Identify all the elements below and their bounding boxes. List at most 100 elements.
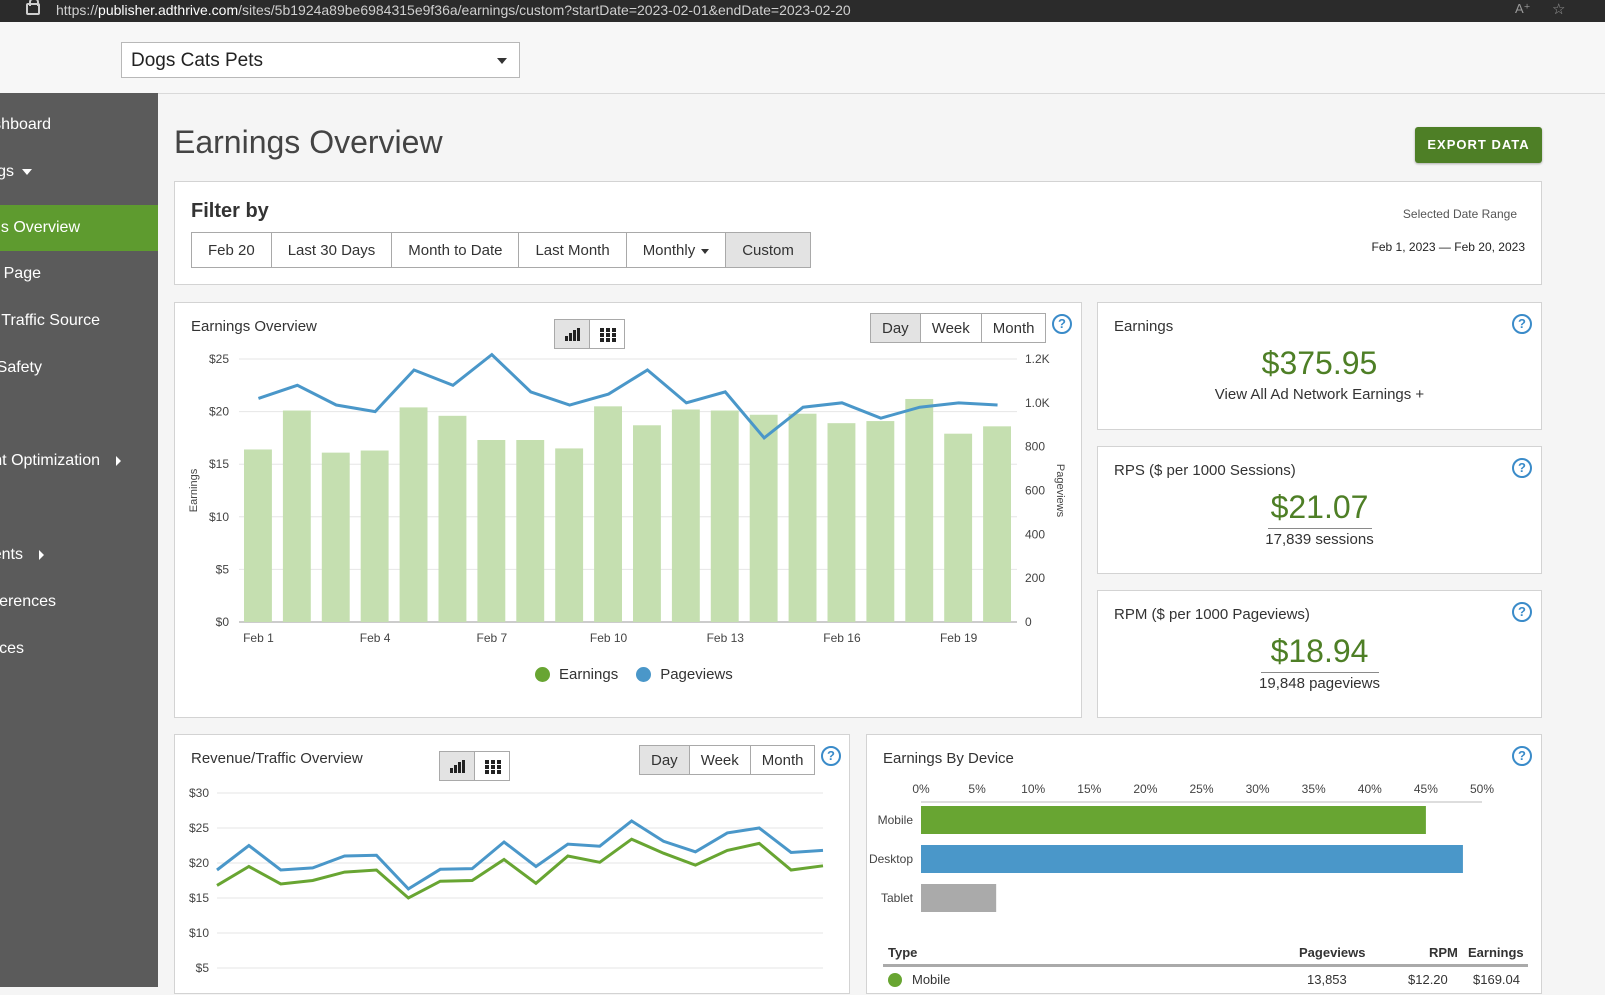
site-selector[interactable]: Dogs Cats Pets xyxy=(121,42,520,78)
filter-feb20-button[interactable]: Feb 20 xyxy=(191,232,272,268)
earnings-chart-card: Earnings Overview Day Week Month ? $0 $5 $… xyxy=(174,302,1082,718)
y-tick-label: $10 xyxy=(209,510,229,524)
sidebar-item-by-page[interactable]: y Page xyxy=(0,265,41,282)
period-month-button[interactable]: Month xyxy=(749,745,816,775)
sidebar-item-payments[interactable]: ents xyxy=(0,532,158,578)
revenue-period-toggle: Day Week Month xyxy=(639,745,816,775)
sidebar-item-by-traffic-source[interactable]: y Traffic Source xyxy=(0,312,100,329)
help-icon[interactable]: ? xyxy=(1512,746,1532,766)
pageviews-line xyxy=(257,352,998,440)
bar xyxy=(282,410,311,622)
earnings-chart-title: Earnings Overview xyxy=(191,318,317,335)
read-aloud-icon[interactable]: A⁺ xyxy=(1515,1,1531,16)
y-tick-label: $20 xyxy=(209,405,229,419)
bar xyxy=(516,440,545,622)
table-view-button[interactable] xyxy=(589,319,625,349)
series-line-green xyxy=(216,837,824,900)
category-label: Tablet xyxy=(881,891,914,905)
table-row[interactable]: Mobile 13,853 $12.20 $169.04 xyxy=(883,967,1528,991)
sidebar-item-content-optimization[interactable]: nt Optimization xyxy=(0,438,158,484)
bar xyxy=(710,410,739,622)
rpm-stat-title: RPM ($ per 1000 Pageviews) xyxy=(1114,606,1310,623)
x-tick-label: Feb 16 xyxy=(823,631,861,645)
filter-title: Filter by xyxy=(191,200,269,222)
rps-stat-value: $21.07 xyxy=(1270,489,1369,525)
period-week-button[interactable]: Week xyxy=(919,313,982,343)
chart-legend: Earnings Pageviews xyxy=(535,666,751,683)
period-week-button[interactable]: Week xyxy=(688,745,751,775)
chevron-down-icon xyxy=(497,58,507,64)
bar xyxy=(788,413,817,622)
browser-address-bar[interactable]: https://publisher.adthrive.com/sites/5b1… xyxy=(0,0,1605,22)
y2-axis-label: Pageviews xyxy=(1054,464,1066,518)
x-tick-label: 35% xyxy=(1302,782,1326,796)
bar-chart-view-button[interactable] xyxy=(554,319,590,349)
y-tick-label: $25 xyxy=(209,352,229,366)
filter-last-month-button[interactable]: Last Month xyxy=(518,232,627,268)
filter-custom-button[interactable]: Custom xyxy=(725,232,811,268)
filter-last30-button[interactable]: Last 30 Days xyxy=(270,232,393,268)
y2-tick-label: 800 xyxy=(1025,440,1045,454)
x-tick-label: 40% xyxy=(1358,782,1382,796)
device-bar xyxy=(921,845,1463,873)
bar xyxy=(399,407,428,622)
bar xyxy=(360,450,389,622)
bar xyxy=(827,423,856,622)
filter-month-to-date-button[interactable]: Month to Date xyxy=(391,232,520,268)
export-data-button[interactable]: EXPORT DATA xyxy=(1415,127,1542,163)
y-tick-label: $0 xyxy=(216,615,230,629)
chevron-down-icon xyxy=(22,169,32,175)
help-icon[interactable]: ? xyxy=(1512,314,1532,334)
sidebar-item-earnings-overview[interactable]: gs Overview xyxy=(0,205,158,251)
legend-pageviews[interactable]: Pageviews xyxy=(636,666,733,683)
chevron-down-icon xyxy=(701,248,710,254)
y-tick-label: $25 xyxy=(189,821,209,835)
device-chart-plot: 0% 5% 10% 15% 20% 25% 30% 35% 40% 45% 50% Mobile Des… xyxy=(869,782,1494,912)
help-icon[interactable]: ? xyxy=(821,746,841,766)
date-range-label: Selected Date Range xyxy=(1402,207,1517,221)
period-day-button[interactable]: Day xyxy=(639,745,690,775)
bar xyxy=(866,421,895,622)
device-bar xyxy=(921,884,997,912)
rps-stat-title: RPS ($ per 1000 Sessions) xyxy=(1114,462,1296,479)
revenue-traffic-card: Revenue/Traffic Overview Day Week Month … xyxy=(174,734,850,994)
sidebar-item-safety[interactable]: Safety xyxy=(0,359,42,376)
grid-icon xyxy=(485,760,501,774)
earnings-period-toggle: Day Week Month xyxy=(870,313,1047,343)
x-tick-label: 0% xyxy=(912,782,930,796)
period-day-button[interactable]: Day xyxy=(870,313,921,343)
sidebar-item-earnings[interactable]: gs xyxy=(0,149,158,195)
filter-monthly-dropdown[interactable]: Monthly xyxy=(625,232,727,268)
help-icon[interactable]: ? xyxy=(1512,602,1532,622)
x-tick-label: 5% xyxy=(968,782,986,796)
device-card-title: Earnings By Device xyxy=(883,750,1014,767)
legend-earnings[interactable]: Earnings xyxy=(535,666,618,683)
bar-chart-icon xyxy=(565,328,581,341)
rpm-stat-card: RPM ($ per 1000 Pageviews) ? $18.94 19,8… xyxy=(1097,590,1542,718)
x-tick-label: 25% xyxy=(1189,782,1213,796)
bar xyxy=(594,406,622,622)
x-tick-label: 20% xyxy=(1133,782,1157,796)
sidebar-item-resources[interactable]: rces xyxy=(0,640,24,657)
y-tick-label: $30 xyxy=(189,786,209,800)
y2-tick-label: 200 xyxy=(1025,571,1045,585)
y2-tick-label: 0 xyxy=(1025,615,1032,629)
table-view-button[interactable] xyxy=(474,751,510,781)
bar xyxy=(244,449,272,622)
y-tick-label: $15 xyxy=(189,891,209,905)
y2-tick-label: 1.2K xyxy=(1025,352,1050,366)
lock-icon xyxy=(26,0,40,15)
favorite-star-icon[interactable]: ☆ xyxy=(1552,1,1566,18)
period-month-button[interactable]: Month xyxy=(980,313,1047,343)
x-tick-label: 30% xyxy=(1246,782,1270,796)
view-all-networks-link[interactable]: View All Ad Network Earnings + xyxy=(1214,386,1425,403)
x-tick-label: Feb 4 xyxy=(360,631,391,645)
url-text[interactable]: https://publisher.adthrive.com/sites/5b1… xyxy=(56,2,851,18)
pageviews-count: 19,848 pageviews xyxy=(1259,675,1380,692)
help-icon[interactable]: ? xyxy=(1512,458,1532,478)
earnings-chart-plot: $0 $5 $10 $15 $20 $25 0 200 400 600 800 1.0K 1.2K Ear… xyxy=(188,352,1066,645)
sidebar-item-preferences[interactable]: eferences xyxy=(0,593,56,610)
help-icon[interactable]: ? xyxy=(1052,314,1072,334)
